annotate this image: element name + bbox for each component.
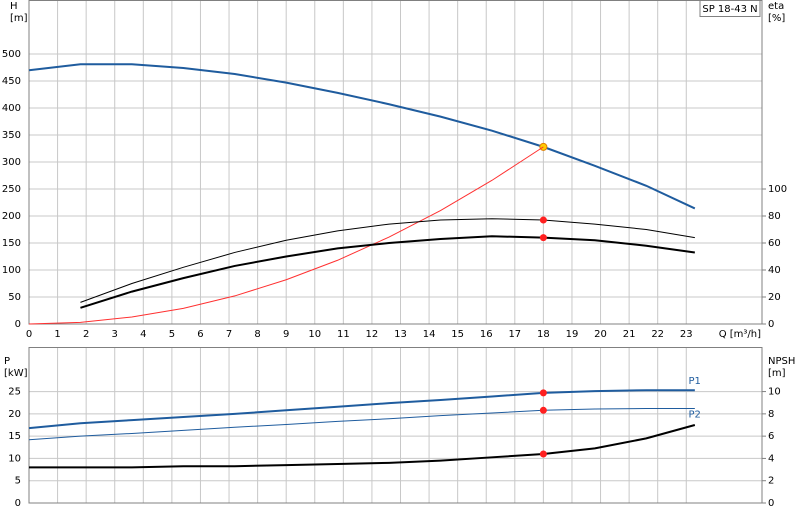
y-tick-label: 20	[8, 409, 21, 420]
y-tick-label: 350	[2, 130, 21, 141]
series-line	[28, 146, 544, 325]
series-line	[29, 424, 696, 469]
plot-frame	[28, 0, 763, 325]
y-axis-label: [m]	[10, 13, 28, 24]
y2-tick-label: 20	[768, 292, 781, 303]
x-tick-label: 12	[366, 329, 379, 340]
series-line	[28, 389, 695, 430]
y-tick-label: 50	[8, 292, 21, 303]
x-tick-label: 5	[169, 329, 175, 340]
x-tick-label: 17	[508, 329, 521, 340]
x-axis-label: Q [m³/h]	[719, 329, 761, 340]
x-tick-label: 8	[254, 329, 260, 340]
x-tick-label: 15	[451, 329, 464, 340]
duty-point	[539, 234, 547, 242]
y2-tick-label: 100	[768, 184, 787, 195]
y-tick-label: 450	[2, 76, 21, 87]
x-tick-label: 4	[140, 329, 146, 340]
series-label: P1	[688, 376, 700, 387]
chart-title: SP 18-43 N	[702, 4, 757, 15]
x-tick-label: 0	[26, 329, 32, 340]
y-tick-label: 5	[15, 476, 21, 487]
series-line	[28, 63, 696, 210]
y2-tick-label: 6	[768, 431, 774, 442]
duty-point	[539, 406, 547, 414]
y-tick-label: 15	[8, 431, 21, 442]
x-tick-label: 19	[566, 329, 579, 340]
x-tick-label: 10	[308, 329, 321, 340]
y-axis-label: H	[10, 1, 18, 12]
y-tick-label: 25	[8, 387, 21, 398]
x-tick-label: 3	[112, 329, 118, 340]
duty-point	[539, 450, 547, 458]
y2-tick-label: 0	[768, 319, 774, 330]
title-box	[699, 0, 761, 17]
x-tick-label: 11	[337, 329, 350, 340]
x-tick-label: 18	[537, 329, 550, 340]
y2-tick-label: 10	[768, 387, 781, 398]
x-tick-label: 1	[54, 329, 60, 340]
series-line	[28, 408, 695, 441]
y-tick-label: 100	[2, 265, 21, 276]
x-tick-label: 23	[680, 329, 693, 340]
x-tick-label: 2	[83, 329, 89, 340]
series-line	[80, 235, 695, 309]
plot-frame	[28, 347, 763, 504]
x-tick-label: 22	[651, 329, 664, 340]
x-tick-label: 13	[394, 329, 407, 340]
y-axis-label: [kW]	[4, 368, 28, 379]
y-tick-label: 300	[2, 157, 21, 168]
y2-tick-label: 0	[768, 498, 774, 509]
y-tick-label: 250	[2, 184, 21, 195]
y-axis-label: P	[4, 356, 10, 367]
x-tick-label: 14	[423, 329, 436, 340]
duty-point	[539, 389, 547, 397]
y-tick-label: 0	[15, 319, 21, 330]
series-label: P2	[688, 410, 700, 421]
y2-tick-label: 80	[768, 211, 781, 222]
series-line	[80, 218, 695, 303]
y2-axis-label: NPSH	[768, 356, 795, 367]
x-tick-label: 9	[283, 329, 289, 340]
y-tick-label: 400	[2, 103, 21, 114]
y2-tick-label: 4	[768, 453, 774, 464]
y2-axis-label: eta	[768, 1, 784, 12]
x-tick-label: 21	[623, 329, 636, 340]
y-tick-label: 500	[2, 49, 21, 60]
y-tick-label: 10	[8, 453, 21, 464]
x-tick-label: 20	[594, 329, 607, 340]
x-tick-label: 7	[226, 329, 232, 340]
y-tick-label: 200	[2, 211, 21, 222]
y2-tick-label: 8	[768, 409, 774, 420]
y2-axis-label: [%]	[768, 13, 785, 24]
y2-axis-label: [m]	[768, 368, 786, 379]
y2-tick-label: 60	[768, 238, 781, 249]
y-tick-label: 0	[15, 498, 21, 509]
x-tick-label: 16	[480, 329, 493, 340]
y2-tick-label: 2	[768, 476, 774, 487]
y-tick-label: 150	[2, 238, 21, 249]
duty-point	[539, 216, 547, 224]
x-tick-label: 6	[197, 329, 203, 340]
y2-tick-label: 40	[768, 265, 781, 276]
